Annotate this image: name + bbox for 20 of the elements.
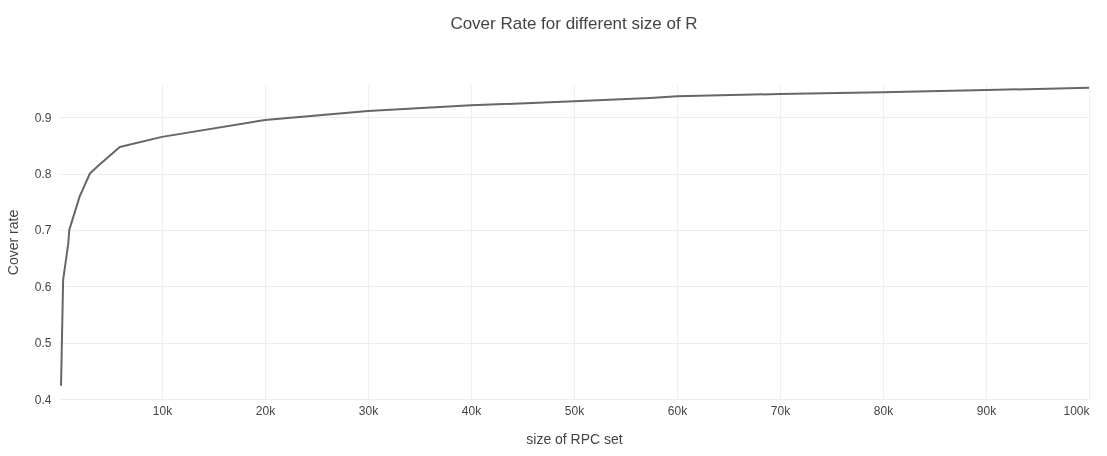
x-tick-label: 60k xyxy=(667,403,689,418)
x-tick-label: 70k xyxy=(770,403,792,418)
x-tick-label: 50k xyxy=(564,403,586,418)
y-tick-label: 0.8 xyxy=(34,167,52,182)
line-series xyxy=(60,86,1089,386)
x-tick-label: 90k xyxy=(976,403,998,418)
y-axis-title: Cover rate xyxy=(4,209,21,276)
chart-title: Cover Rate for different size of R xyxy=(450,14,698,33)
x-tick-label: 20k xyxy=(255,403,277,418)
y-tick-label: 0.7 xyxy=(34,223,52,238)
x-tick-label: 40k xyxy=(461,403,483,418)
x-tick-label: 30k xyxy=(358,403,380,418)
x-axis-title: size of RPC set xyxy=(526,430,623,447)
y-tick-label: 0.5 xyxy=(34,336,52,351)
x-tick-label: 100k xyxy=(1063,403,1091,418)
x-tick-label: 10k xyxy=(152,403,174,418)
y-tick-label: 0.9 xyxy=(34,110,52,125)
y-tick-label: 0.4 xyxy=(34,392,52,407)
x-tick-label: 80k xyxy=(873,403,895,418)
y-tick-label: 0.6 xyxy=(34,279,52,294)
